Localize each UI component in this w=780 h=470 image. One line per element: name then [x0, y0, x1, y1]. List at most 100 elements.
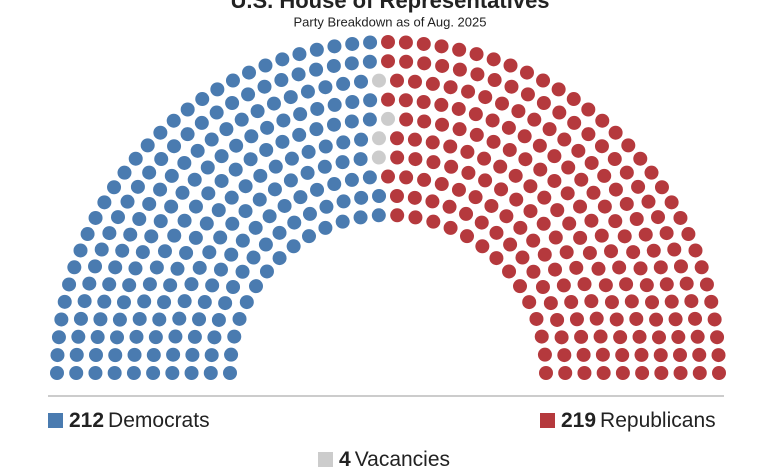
seat	[168, 329, 183, 344]
seat	[451, 182, 466, 197]
seat	[50, 366, 64, 380]
seat	[309, 62, 324, 77]
seat	[673, 366, 688, 380]
seat	[576, 347, 591, 362]
seat	[459, 206, 474, 221]
seat	[232, 311, 247, 326]
seat	[416, 95, 431, 110]
seat	[399, 170, 414, 185]
seat	[503, 237, 518, 252]
seat	[597, 199, 612, 214]
seats	[50, 35, 726, 380]
seat	[534, 329, 549, 344]
seat	[292, 127, 307, 142]
seat	[248, 279, 263, 294]
seat	[556, 278, 571, 293]
seat	[644, 165, 659, 180]
seat	[286, 239, 301, 254]
seat	[699, 277, 714, 292]
seat	[234, 112, 249, 127]
seat	[268, 159, 283, 174]
seat	[548, 262, 563, 277]
seat	[142, 196, 157, 211]
seat	[188, 199, 203, 214]
seat	[551, 82, 566, 97]
seat	[309, 122, 324, 137]
seat	[211, 203, 226, 218]
seat	[336, 194, 351, 209]
seat	[167, 139, 182, 154]
seat	[153, 182, 168, 197]
legend-name: Democrats	[108, 409, 210, 432]
seat	[69, 366, 84, 380]
seat	[596, 366, 611, 380]
seat	[631, 179, 646, 194]
seat	[608, 182, 623, 197]
seat	[82, 276, 97, 291]
seat	[704, 294, 719, 309]
seat	[69, 347, 84, 362]
seat	[185, 347, 200, 362]
seat	[201, 186, 216, 201]
seat	[645, 295, 660, 310]
seat	[310, 101, 325, 116]
seat	[54, 312, 69, 327]
seat	[164, 199, 179, 214]
seat	[154, 152, 169, 167]
seat	[667, 242, 682, 257]
seat	[679, 276, 694, 291]
seat	[426, 155, 441, 170]
seat	[593, 329, 608, 344]
seat	[451, 101, 466, 116]
seat	[128, 151, 143, 166]
seat	[205, 278, 220, 293]
legend: 212 Democrats 4 Vacancies 219 Republicans	[48, 409, 716, 470]
seat	[177, 213, 192, 228]
seat	[494, 182, 509, 197]
seat	[509, 192, 524, 207]
seat	[318, 80, 333, 95]
seat	[460, 144, 475, 159]
seat	[444, 159, 459, 174]
seat	[452, 62, 467, 77]
seat	[223, 366, 237, 380]
seat	[172, 311, 187, 326]
seat	[122, 278, 137, 293]
seat	[371, 73, 386, 88]
seat	[252, 192, 267, 207]
seat	[484, 198, 499, 213]
seat	[608, 125, 623, 140]
seat	[73, 243, 88, 258]
seat	[102, 226, 117, 241]
seat	[192, 260, 207, 275]
seat	[399, 112, 414, 127]
seat	[520, 87, 535, 102]
seat	[248, 220, 263, 235]
seat	[381, 54, 395, 69]
seat	[192, 312, 207, 327]
seat	[353, 210, 368, 225]
seat	[513, 279, 528, 294]
seat	[335, 214, 350, 229]
seat	[567, 115, 582, 130]
seat	[146, 366, 161, 380]
seat	[486, 134, 501, 149]
seat	[548, 230, 563, 245]
seat	[443, 80, 458, 95]
seat	[163, 278, 178, 293]
seat	[274, 73, 289, 88]
seat	[532, 138, 547, 153]
seat	[664, 195, 679, 210]
seat	[537, 190, 552, 205]
seat	[460, 229, 474, 244]
seat	[302, 206, 317, 221]
seat	[434, 177, 449, 192]
seat	[537, 347, 552, 362]
seat	[132, 311, 147, 326]
seat	[398, 35, 413, 50]
seat	[204, 348, 219, 363]
seat	[390, 150, 405, 165]
seat	[80, 227, 95, 242]
seat	[102, 277, 117, 292]
seat	[187, 172, 202, 187]
